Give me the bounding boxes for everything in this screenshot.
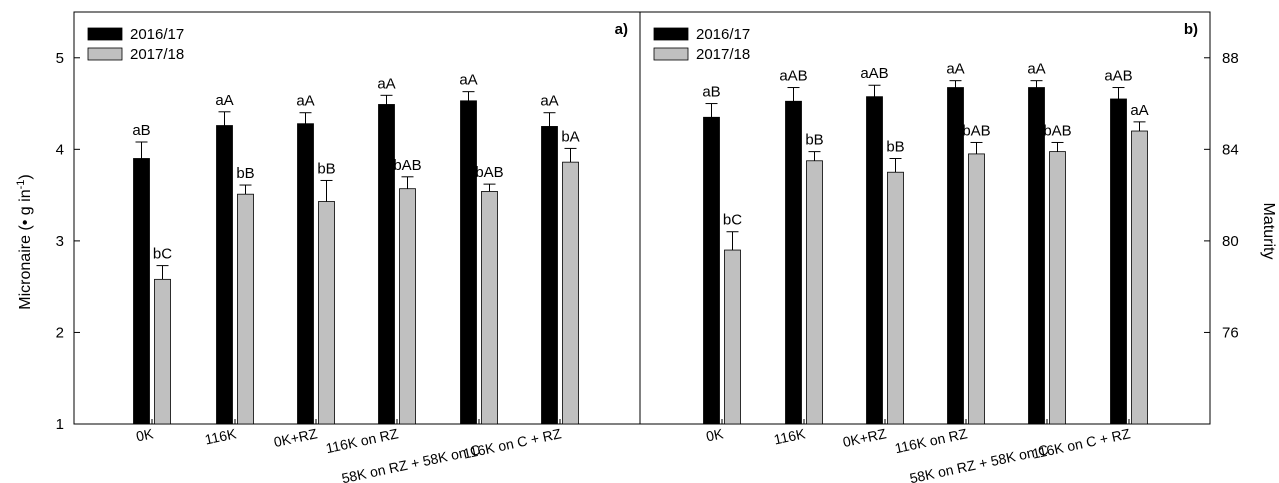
- panel-label: a): [615, 21, 628, 38]
- bar-2016-17-3: [378, 104, 395, 425]
- x-tick-label: 116K: [203, 425, 238, 447]
- x-tick-label: 0K: [135, 425, 156, 444]
- y-tick-label: 88: [1222, 50, 1239, 67]
- bar-2017-18-3: [968, 153, 985, 425]
- significance-label: aA: [377, 75, 395, 92]
- bar-2017-18-1: [806, 160, 823, 425]
- y-axis-title-micronaire: Micronaire (• g in: [17, 189, 34, 309]
- legend-swatch: [653, 47, 689, 61]
- y-axis-title-close: ): [17, 174, 34, 179]
- plot-frame-b: [639, 11, 1211, 425]
- bar-2016-17-2: [297, 123, 314, 425]
- legend-label: 2017/18: [696, 46, 750, 63]
- significance-label: aB: [132, 122, 150, 139]
- bar-2017-18-0: [154, 278, 171, 425]
- significance-label: aA: [215, 92, 233, 109]
- x-tick-label: 116K: [772, 425, 807, 447]
- bar-2017-18-2: [887, 171, 904, 425]
- bar-2017-18-3: [399, 188, 416, 425]
- y-tick-label: 84: [1222, 141, 1239, 158]
- significance-label: bAB: [475, 164, 503, 181]
- bar-2017-18-5: [562, 161, 579, 425]
- bar-2017-18-4: [1049, 151, 1066, 425]
- significance-label: bB: [317, 160, 335, 177]
- significance-label: bC: [723, 212, 742, 229]
- significance-label: aA: [459, 72, 477, 89]
- significance-label: bA: [561, 128, 579, 145]
- legend-label: 2016/17: [696, 26, 750, 43]
- significance-label: bAB: [1043, 122, 1071, 139]
- significance-label: aA: [540, 93, 558, 110]
- significance-label: aA: [296, 93, 314, 110]
- bar-2016-17-1: [785, 100, 802, 425]
- legend-swatch: [87, 27, 123, 41]
- legend-swatch: [87, 47, 123, 61]
- y-tick-label: 4: [56, 141, 64, 158]
- bar-2017-18-5: [1131, 130, 1148, 425]
- significance-label: aA: [946, 61, 964, 78]
- significance-label: aB: [702, 84, 720, 101]
- svg-text:Micronaire (• g in-1): Micronaire (• g in-1): [15, 174, 34, 309]
- significance-label: aAB: [860, 65, 888, 82]
- bar-2016-17-4: [460, 100, 477, 425]
- significance-label: bB: [886, 138, 904, 155]
- bar-2016-17-0: [703, 116, 720, 425]
- bar-2017-18-4: [481, 191, 498, 425]
- bar-2017-18-0: [724, 249, 741, 425]
- y-tick-label: 80: [1222, 233, 1239, 250]
- bar-2016-17-3: [947, 87, 964, 425]
- legend-label: 2017/18: [130, 46, 184, 63]
- legend-label: 2016/17: [130, 26, 184, 43]
- y-tick-label: 1: [56, 416, 64, 433]
- y-axis-title-superscript: -1: [15, 180, 27, 190]
- significance-label: bAB: [393, 157, 421, 174]
- y-tick-label: 2: [56, 324, 64, 341]
- significance-label: bAB: [962, 122, 990, 139]
- bar-2016-17-4: [1028, 87, 1045, 425]
- significance-label: bB: [236, 165, 254, 182]
- bar-2017-18-2: [318, 201, 335, 425]
- bar-2016-17-1: [216, 125, 233, 425]
- bar-2016-17-2: [866, 96, 883, 425]
- significance-label: aA: [1130, 102, 1148, 119]
- y-axis-title-maturity: Maturity: [1260, 203, 1277, 260]
- significance-label: bB: [805, 132, 823, 149]
- significance-label: aA: [1027, 61, 1045, 78]
- y-tick-label: 76: [1222, 324, 1239, 341]
- significance-label: bC: [153, 246, 172, 263]
- y-tick-label: 3: [56, 233, 64, 250]
- bar-2016-17-0: [133, 158, 150, 425]
- significance-label: aAB: [1104, 68, 1132, 85]
- y-tick-label: 5: [56, 50, 64, 67]
- y-axis-title-left: Micronaire (• g in-1): [15, 174, 34, 309]
- panel-label: b): [1184, 21, 1198, 38]
- bar-2016-17-5: [1110, 98, 1127, 425]
- legend-swatch: [653, 27, 689, 41]
- x-tick-label: 0K: [705, 425, 726, 444]
- bar-2016-17-5: [541, 126, 558, 425]
- bar-2017-18-1: [237, 193, 254, 425]
- significance-label: aAB: [779, 68, 807, 85]
